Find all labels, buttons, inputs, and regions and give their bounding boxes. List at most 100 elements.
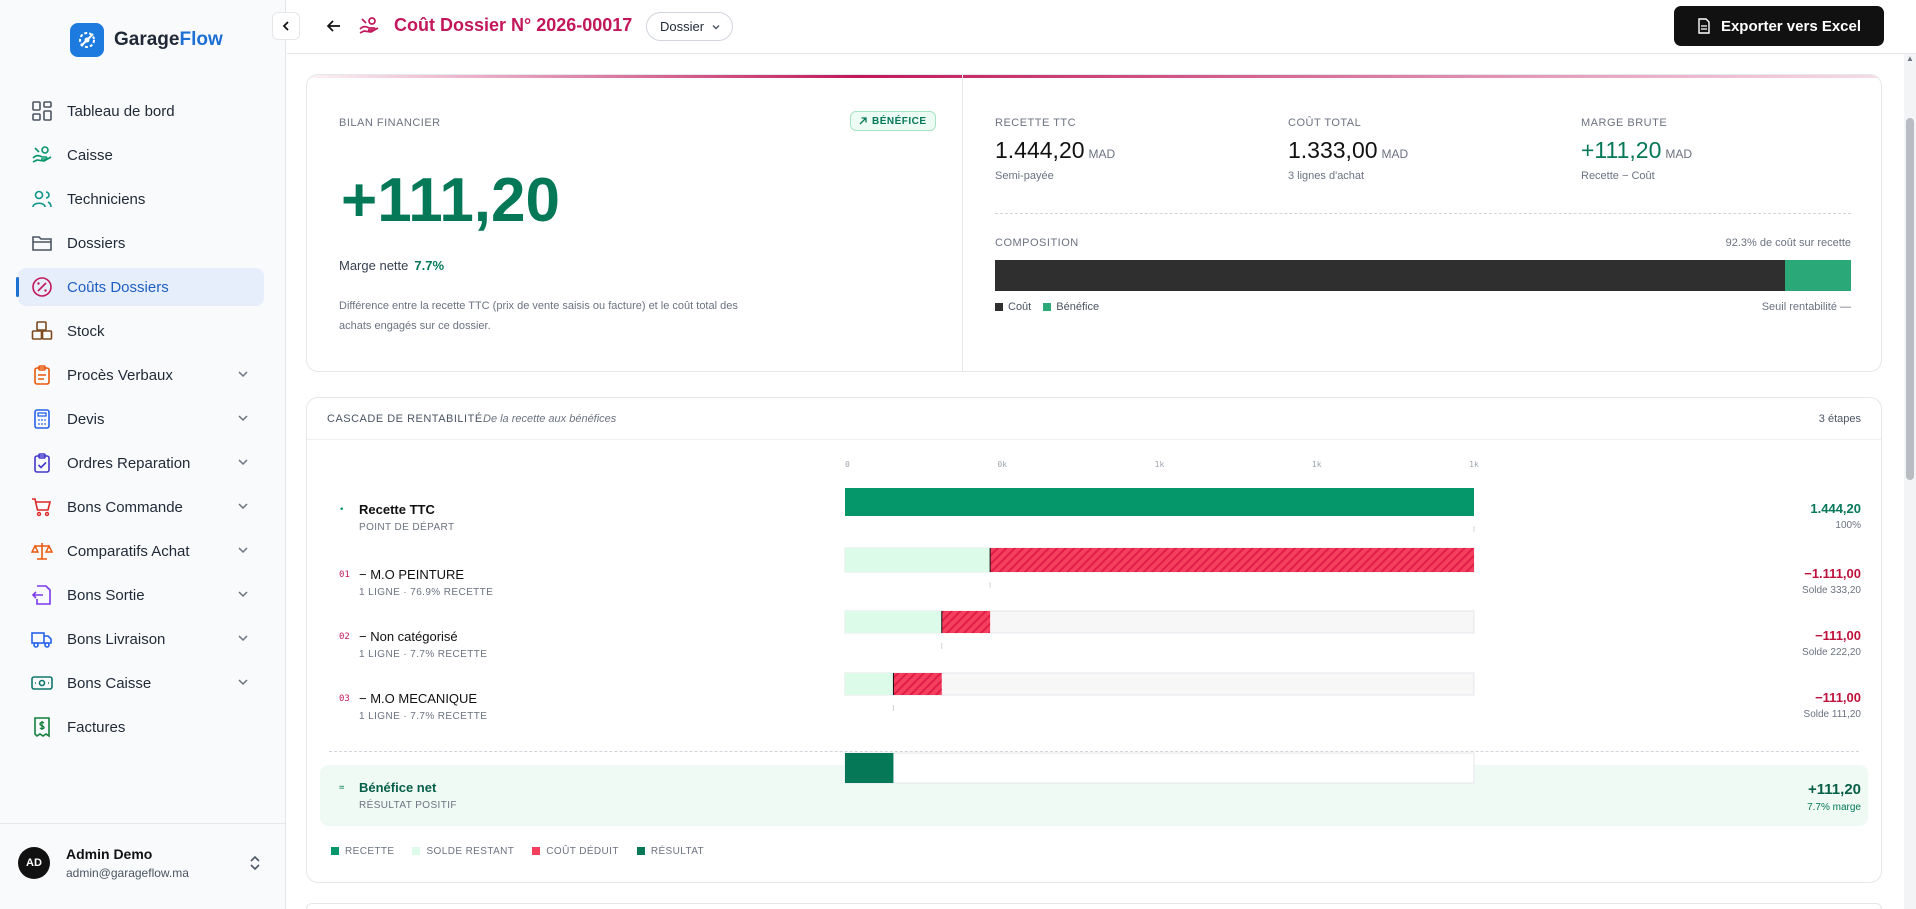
sidebar-item-bons-commande[interactable]: Bons Commande	[18, 488, 264, 526]
row-subtitle: POINT DE DÉPART	[359, 522, 455, 533]
boxes-icon	[31, 320, 53, 342]
bar-resultat	[845, 753, 894, 783]
bar-solde	[845, 611, 942, 633]
sidebar-item-ordres-reparation[interactable]: Ordres Reparation	[18, 444, 264, 482]
row-right-sub: 100%	[1835, 520, 1861, 531]
bar-cout	[893, 673, 942, 695]
sidebar-item-caisse[interactable]: Caisse	[18, 136, 264, 174]
cascade-subtitle: De la recette aux bénéfices	[483, 413, 617, 425]
sidebar-item-dossiers[interactable]: Dossiers	[18, 224, 264, 262]
bar-solde	[845, 548, 991, 572]
composition-ratio: 92.3% de coût sur recette	[1725, 237, 1851, 249]
exit-doc-icon	[31, 584, 53, 606]
chevron-left-icon	[282, 21, 289, 31]
row-step-number: 02	[339, 632, 350, 642]
app-logo[interactable]: GarageFlow	[70, 23, 223, 57]
row-value: −111,00	[1815, 690, 1861, 705]
user-menu[interactable]: AD Admin Demo admin@garageflow.ma	[0, 823, 286, 909]
row-subtitle: RÉSULTAT POSITIF	[359, 800, 457, 811]
composition-label: COMPOSITION	[995, 237, 1079, 249]
kpi-recette: RECETTE TTC 1.444,20 MAD Semi-payée	[995, 117, 1255, 182]
sidebar-item-comparatifs-achat[interactable]: Comparatifs Achat	[18, 532, 264, 570]
bilan-label: BILAN FINANCIER	[339, 117, 441, 129]
sidebar-item-bons-livraison[interactable]: Bons Livraison	[18, 620, 264, 658]
sidebar: GarageFlow Tableau de bord Caisse Technici…	[0, 0, 286, 909]
row-title: − M.O MECANIQUE	[359, 691, 478, 706]
sidebar-item-label: Bons Caisse	[67, 674, 152, 692]
sidebar-item-devis[interactable]: Devis	[18, 400, 264, 438]
cash-hand-icon	[31, 144, 53, 166]
sidebar-item-bons-sortie[interactable]: Bons Sortie	[18, 576, 264, 614]
cart-icon	[31, 496, 53, 518]
sidebar-item-label: Bons Sortie	[67, 586, 145, 604]
sidebar-item-techniciens[interactable]: Techniciens	[18, 180, 264, 218]
sidebar-item-stock[interactable]: Stock	[18, 312, 264, 350]
back-arrow-icon[interactable]	[325, 17, 343, 35]
sidebar-item-factures[interactable]: Factures	[18, 708, 264, 746]
sidebar-item-label: Bons Livraison	[67, 630, 166, 648]
cascade-card: CASCADE DE RENTABILITÉ De la recette aux…	[306, 397, 1882, 883]
avatar: AD	[18, 847, 50, 879]
chevrons-up-down-icon[interactable]	[248, 854, 262, 872]
scroll-up-arrow[interactable]: ▲	[1906, 54, 1914, 63]
sidebar-item-label: Techniciens	[67, 190, 146, 208]
bar-cout	[941, 611, 991, 633]
kpi-cout-total: COÛT TOTAL 1.333,00 MAD 3 lignes d'achat	[1288, 117, 1548, 182]
sidebar-item-proces-verbaux[interactable]: Procès Verbaux	[18, 356, 264, 394]
sidebar-item-label: Bons Commande	[67, 498, 183, 516]
percent-circle-icon	[31, 276, 53, 298]
page-header: Coût Dossier N° 2026-00017 Dossier Expor…	[287, 0, 1916, 54]
collapse-sidebar-button[interactable]	[272, 12, 300, 40]
row-subtitle: 1 LIGNE · 7.7% RECETTE	[359, 711, 488, 722]
bilan-description: Différence entre la recette TTC (prix de…	[339, 300, 738, 332]
file-spreadsheet-icon	[1698, 18, 1710, 34]
row-value: −1.111,00	[1804, 566, 1861, 581]
users-icon	[31, 188, 53, 210]
bilan-summary: BILAN FINANCIER BÉNÉFICE +111,20 Marge n…	[307, 75, 963, 371]
net-margin-pct: 7.7%	[414, 258, 445, 273]
scrollbar-thumb[interactable]	[1906, 118, 1914, 480]
export-excel-button[interactable]: Exporter vers Excel	[1674, 6, 1884, 46]
sidebar-item-tableau-de-bord[interactable]: Tableau de bord	[18, 92, 264, 130]
type-selector[interactable]: Dossier	[646, 12, 734, 41]
sidebar-item-label: Devis	[67, 410, 105, 428]
row-value: −111,00	[1815, 628, 1861, 643]
chevron-down-icon[interactable]	[236, 455, 250, 469]
chevron-down-icon[interactable]	[236, 367, 250, 381]
cascade-header: CASCADE DE RENTABILITÉ De la recette aux…	[307, 398, 1881, 440]
chevron-down-icon[interactable]	[236, 587, 250, 601]
sidebar-item-bons-caisse[interactable]: Bons Caisse	[18, 664, 264, 702]
page-scrollbar[interactable]: ▲	[1904, 54, 1916, 909]
axis-tick-label: 1k	[1469, 460, 1479, 469]
user-email: admin@garageflow.ma	[66, 866, 189, 880]
row-right-sub: 7.7% marge	[1807, 802, 1861, 813]
chevron-down-icon[interactable]	[236, 675, 250, 689]
chevron-down-icon[interactable]	[236, 543, 250, 557]
bar-track	[844, 752, 1475, 784]
row-right-sub: Solde 333,20	[1802, 585, 1861, 596]
legend-profit: Bénéfice	[1043, 301, 1099, 313]
chevron-down-icon[interactable]	[236, 631, 250, 645]
kpi-unit: MAD	[1381, 147, 1409, 161]
bar-solde	[845, 673, 894, 695]
row-step-number: 01	[339, 570, 350, 580]
export-label: Exporter vers Excel	[1720, 17, 1862, 35]
chevron-down-icon[interactable]	[236, 411, 250, 425]
sidebar-item-label: Stock	[67, 322, 105, 340]
row-right-sub: Solde 222,20	[1802, 647, 1861, 658]
row-title: Recette TTC	[359, 502, 435, 517]
sidebar-item-label: Tableau de bord	[67, 102, 175, 120]
logo-icon	[70, 23, 104, 57]
kpi-label: MARGE BRUTE	[1581, 117, 1668, 129]
net-divider	[329, 751, 1859, 752]
legend-cost: Coût	[995, 301, 1031, 313]
cascade-steps-count: 3 étapes	[1818, 413, 1861, 425]
row-title: Bénéfice net	[359, 780, 437, 795]
row-step-number: =	[339, 783, 345, 793]
row-step-number: 03	[339, 694, 350, 704]
kpi-sub: Recette − Coût	[1581, 170, 1655, 182]
sidebar-item-couts-dossiers[interactable]: Coûts Dossiers	[16, 268, 264, 306]
chevron-down-icon[interactable]	[236, 499, 250, 513]
type-selector-label: Dossier	[660, 19, 705, 34]
dashboard-icon	[31, 100, 53, 122]
